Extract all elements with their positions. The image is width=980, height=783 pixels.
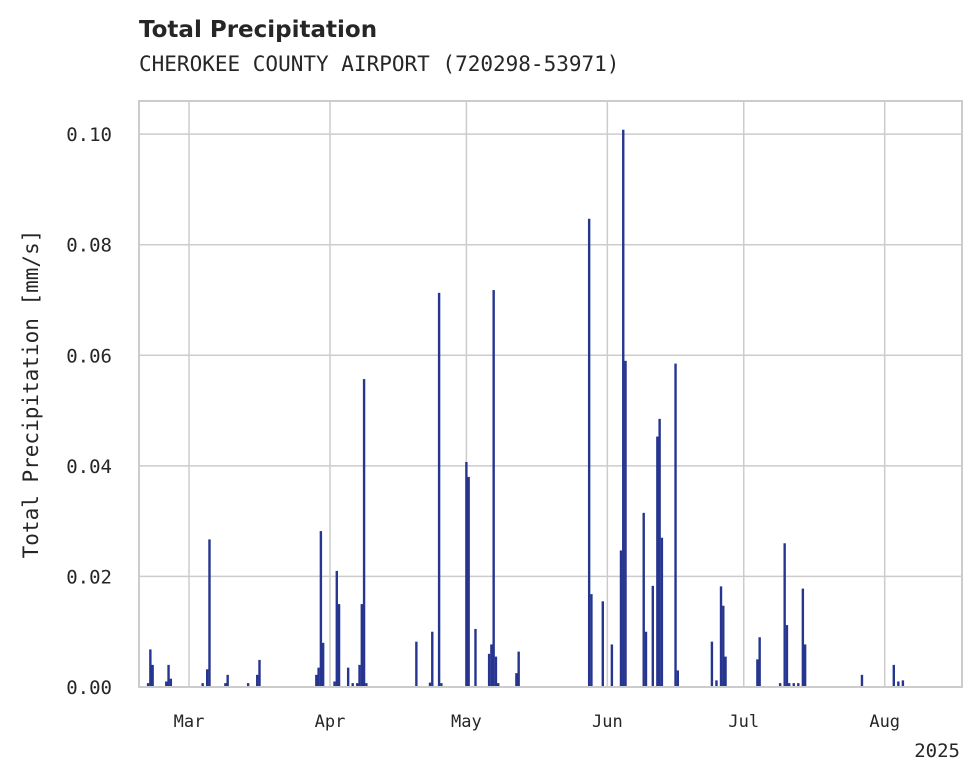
x-tick-label: May — [451, 712, 482, 732]
y-tick-label: 0.00 — [66, 677, 112, 699]
precipitation-bar — [317, 667, 320, 687]
precipitation-bar — [256, 674, 259, 687]
plot-frame — [138, 100, 963, 688]
y-axis-label: Total Precipitation [mm/s] — [19, 230, 43, 559]
precipitation-bar — [801, 588, 805, 687]
precipitation-bar — [337, 604, 341, 687]
precipitation-bar — [601, 601, 604, 687]
precipitation-bar — [224, 683, 227, 687]
precipitation-bar — [494, 656, 498, 687]
precipitation-bar — [365, 683, 368, 687]
precipitation-bar — [206, 669, 209, 687]
precipitation-bar — [346, 667, 350, 687]
precipitation-bar — [658, 418, 661, 687]
precipitation-bar — [321, 642, 325, 687]
precipitation-bar — [785, 625, 789, 687]
precipitation-bar — [490, 644, 493, 687]
precipitation-bar — [246, 683, 250, 687]
precipitation-bar — [440, 683, 443, 687]
y-axis-ticks: 0.00 0.02 0.04 0.06 0.08 0.10 — [66, 124, 112, 699]
precipitation-bar — [437, 292, 441, 687]
precipitation-bar — [651, 585, 655, 687]
precipitation-bar — [428, 682, 432, 687]
precipitation-bar — [644, 631, 648, 687]
precipitation-bar — [676, 670, 680, 687]
precipitation-bar — [431, 631, 434, 687]
x-tick-label: Jun — [592, 712, 623, 732]
year-label: 2025 — [914, 740, 960, 762]
precipitation-bar — [169, 678, 173, 687]
precipitation-bar — [724, 656, 727, 687]
precipitation-bars — [146, 129, 905, 688]
precipitation-bar — [792, 683, 795, 687]
x-axis-ticks: Mar Apr May Jun Jul Aug — [174, 712, 900, 732]
precipitation-bar — [758, 637, 761, 687]
precipitation-bar — [415, 641, 418, 687]
precipitation-bar — [788, 683, 791, 687]
precipitation-bar — [619, 550, 623, 687]
x-tick-label: Jul — [728, 712, 759, 732]
precipitation-bar — [258, 659, 261, 687]
precipitation-bar — [167, 664, 170, 687]
y-tick-label: 0.06 — [66, 345, 112, 367]
precipitation-bar — [467, 476, 470, 687]
x-tick-label: Mar — [174, 712, 205, 732]
precipitation-bar — [315, 674, 318, 687]
precipitation-bar — [892, 664, 895, 687]
precipitation-bar — [756, 659, 759, 687]
precipitation-bar — [783, 543, 786, 687]
precipitation-bar — [487, 653, 491, 687]
precipitation-bar — [587, 218, 591, 688]
precipitation-bar — [474, 628, 477, 687]
precipitation-bar — [901, 680, 905, 687]
precipitation-bar — [722, 605, 725, 687]
precipitation-bar — [149, 649, 152, 687]
y-tick-label: 0.10 — [66, 124, 112, 146]
precipitation-bar — [515, 673, 518, 687]
precipitation-bar — [660, 537, 664, 687]
precipitation-bar — [335, 570, 338, 687]
precipitation-bar — [860, 674, 864, 687]
precipitation-bar — [360, 604, 364, 687]
precipitation-bar — [497, 683, 500, 687]
y-tick-label: 0.02 — [66, 566, 112, 588]
precipitation-bar — [797, 683, 800, 687]
precipitation-bar — [642, 512, 645, 687]
chart-title: Total Precipitation — [139, 17, 378, 43]
precipitation-bar — [319, 531, 323, 687]
y-tick-label: 0.04 — [66, 456, 112, 478]
precipitation-bar — [362, 379, 366, 687]
precipitation-bar — [358, 664, 361, 687]
precipitation-bar — [778, 683, 782, 687]
x-tick-label: Apr — [315, 712, 346, 732]
precipitation-bar — [201, 683, 204, 687]
precipitation-bar — [719, 586, 723, 687]
precipitation-bar — [610, 644, 614, 687]
y-tick-label: 0.08 — [66, 235, 112, 257]
precipitation-bar — [151, 664, 154, 687]
precipitation-bar — [165, 681, 168, 687]
precipitation-bar — [517, 651, 520, 687]
precipitation-bar — [208, 539, 211, 687]
precipitation-bar — [622, 129, 625, 687]
precipitation-bar — [356, 683, 359, 687]
precipitation-bar — [710, 641, 714, 687]
precipitation-bar — [465, 461, 468, 687]
precipitation-bar — [351, 683, 354, 687]
precipitation-bar — [226, 674, 229, 687]
grid-lines — [139, 101, 962, 688]
precipitation-bar — [624, 360, 627, 687]
precipitation-bar — [590, 594, 593, 687]
chart-subtitle: CHEROKEE COUNTY AIRPORT (720298-53971) — [139, 52, 620, 76]
precipitation-bar — [492, 290, 495, 687]
precipitation-bar — [656, 436, 659, 687]
x-tick-label: Aug — [869, 712, 900, 732]
precipitation-bar — [333, 681, 336, 687]
precipitation-bar — [897, 681, 900, 687]
precipitation-bar — [715, 680, 718, 687]
precipitation-bar — [803, 644, 807, 687]
precipitation-bar — [146, 683, 150, 687]
precipitation-bar — [674, 363, 677, 687]
